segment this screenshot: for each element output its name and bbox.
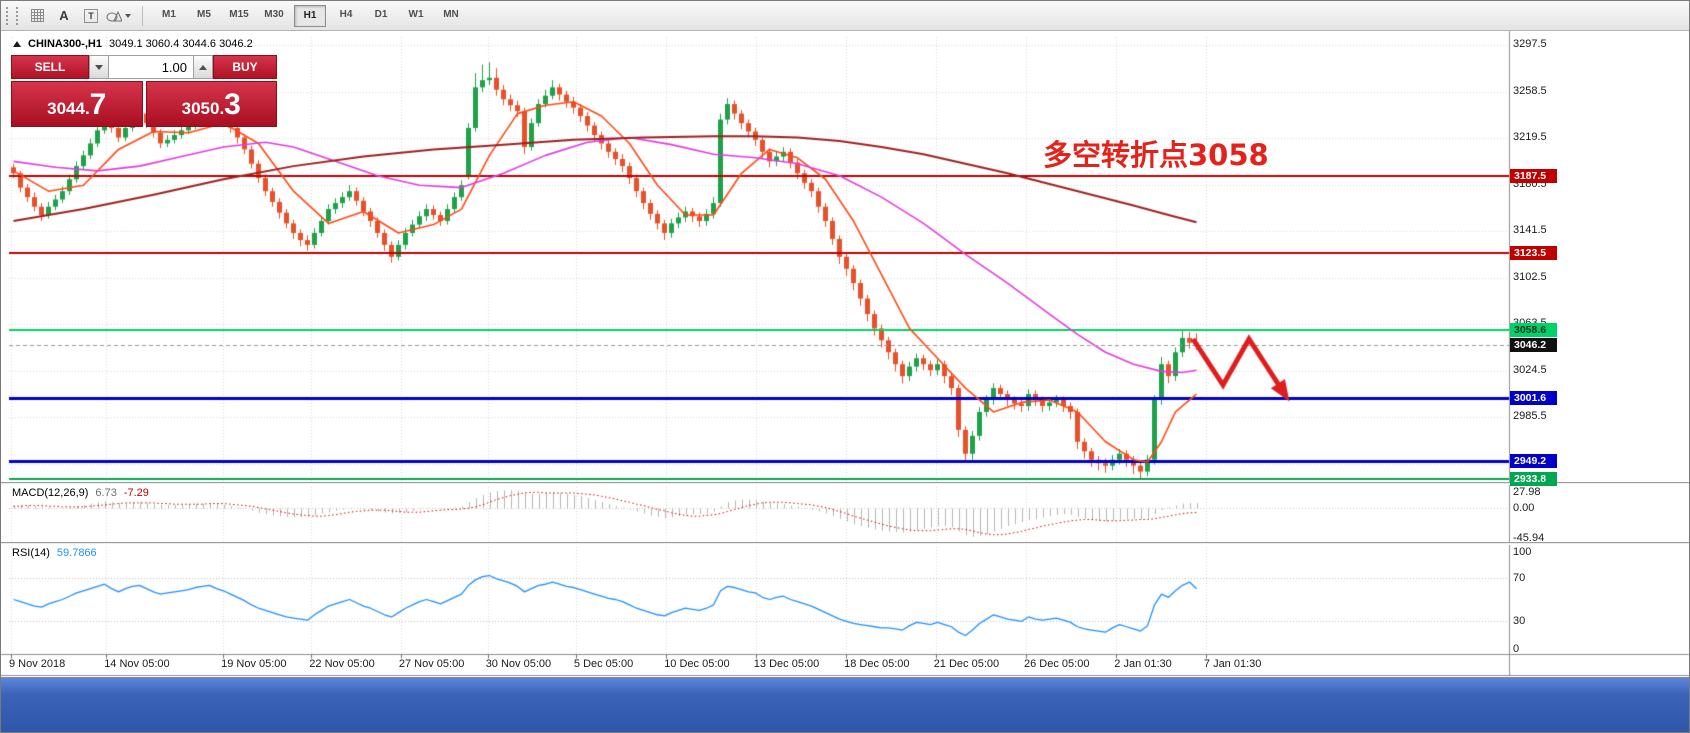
toolbar: A T M1 M5 M15 M30 H1 H4 D1 W1 MN [1,1,1689,31]
shapes-icon [106,10,122,21]
price-scale-label: 3297.5 [1513,37,1547,50]
buy-price-main: 3050. [181,99,225,118]
buy-price-pip: 3 [224,88,241,121]
macd-scale-label: 0.00 [1513,501,1535,514]
chart-ohlc-values: 3049.1 3060.4 3044.6 3046.2 [108,38,253,50]
date-axis-label: 5 Dec 05:00 [573,658,634,670]
toolbar-grip[interactable] [6,6,18,25]
chart-text-annotation[interactable]: 多空转折点3058 [1043,138,1269,172]
rsi-scale-label: 0 [1513,643,1520,655]
price-scale-label: 3219.5 [1513,131,1547,144]
rsi-value: 59.7866 [56,547,97,559]
timeframe-group: M1 M5 M15 M30 H1 H4 D1 W1 MN [154,4,466,27]
chart-symbol-label: CHINA300-,H1 [28,38,102,50]
date-axis-label: 22 Nov 05:00 [309,658,375,670]
text-box-tool-icon[interactable]: T [79,5,103,27]
price-axis[interactable] [1509,31,1689,676]
one-click-trading-panel: SELL BUY 3044.7 3050.3 [11,55,277,127]
timeframe-w1[interactable]: W1 [408,9,424,20]
timeframe-m5[interactable]: M5 [197,9,211,20]
rsi-scale-label: 100 [1513,546,1532,558]
rsi-label: RSI(14) 59.7866 [12,547,97,559]
grid-pattern-icon [30,9,44,22]
volume-decrease-button[interactable] [89,55,109,79]
price-badge: 3046.2 [1510,337,1557,352]
date-axis-label: 21 Dec 05:00 [933,658,1000,670]
date-axis-label: 2 Jan 01:30 [1114,658,1172,670]
macd-name: MACD(12,26,9) [12,487,89,499]
date-axis-label: 19 Nov 05:00 [221,658,287,670]
date-axis-label: 27 Nov 05:00 [398,658,465,670]
rsi-name: RSI(14) [12,547,50,559]
timeframe-m1[interactable]: M1 [162,9,176,20]
buy-price-button[interactable]: 3050. 3 [145,81,277,127]
macd-scale-label: 27.98 [1513,486,1541,498]
panel-splitter-rsi[interactable] [1,542,1689,545]
text-label-tool-icon[interactable]: A [59,8,69,23]
boxed-t-icon: T [84,8,98,23]
chart-header: CHINA300-,H1 3049.1 3060.4 3044.6 3046.2 [13,38,253,50]
panel-splitter-macd[interactable] [1,482,1689,485]
macd-scale-label: -45.94 [1513,531,1545,544]
timeframe-h4[interactable]: H4 [339,9,353,20]
macd-label: MACD(12,26,9) 6.73 -7.29 [12,487,149,499]
sell-price-button[interactable]: 3044. 7 [11,81,143,127]
timeframe-m15[interactable]: M15 [229,9,249,20]
shapes-tool-icon[interactable] [106,5,131,27]
triangle-down-icon [95,64,103,70]
date-axis-label: 7 Jan 01:30 [1203,658,1262,670]
triangle-up-icon [199,64,207,70]
price-badge: 3123.5 [1510,245,1557,260]
date-axis-label: 14 Nov 05:00 [104,658,170,670]
macd-signal-value: -7.29 [123,487,149,499]
docked-window-titlebar[interactable] [1,677,1689,732]
date-axis-label: 18 Dec 05:00 [844,658,910,670]
price-badge: 3058.6 [1510,323,1557,338]
price-badge: 2933.8 [1510,472,1557,487]
timeframe-mn[interactable]: MN [443,9,459,20]
date-axis-label: 30 Nov 05:00 [485,658,552,670]
timeframe-m30[interactable]: M30 [264,9,284,20]
date-axis-label: 10 Dec 05:00 [664,658,730,670]
date-axis-label: 9 Nov 2018 [9,658,66,670]
dropdown-arrow-icon [125,13,131,18]
timeframe-h1[interactable]: H1 [294,4,326,27]
toolbar-separator [142,5,143,26]
buy-button[interactable]: BUY [213,55,277,79]
price-badge: 2949.2 [1510,453,1557,468]
macd-value: 6.73 [95,487,117,499]
date-axis-label: 26 Dec 05:00 [1024,658,1090,670]
volume-input[interactable] [109,55,193,79]
sell-button[interactable]: SELL [11,55,89,79]
sell-price-pip: 7 [89,88,107,121]
rsi-scale-label: 30 [1513,615,1526,628]
chart-collapse-icon[interactable] [13,41,21,47]
date-axis-label: 13 Dec 05:00 [753,658,820,670]
price-scale-label: 3141.5 [1513,224,1547,237]
volume-increase-button[interactable] [193,55,213,79]
timeframe-d1[interactable]: D1 [374,9,388,20]
price-scale-label: 3258.5 [1513,84,1547,97]
grid-tool-icon[interactable] [25,5,49,27]
sell-price-main: 3044. [47,99,90,118]
price-badge: 3187.5 [1510,169,1557,184]
rsi-scale-label: 70 [1513,571,1526,584]
price-scale-label: 3024.5 [1513,363,1547,376]
price-scale-label: 2985.5 [1513,410,1547,423]
price-scale-label: 3102.5 [1513,270,1547,283]
price-badge: 3001.6 [1510,391,1557,406]
